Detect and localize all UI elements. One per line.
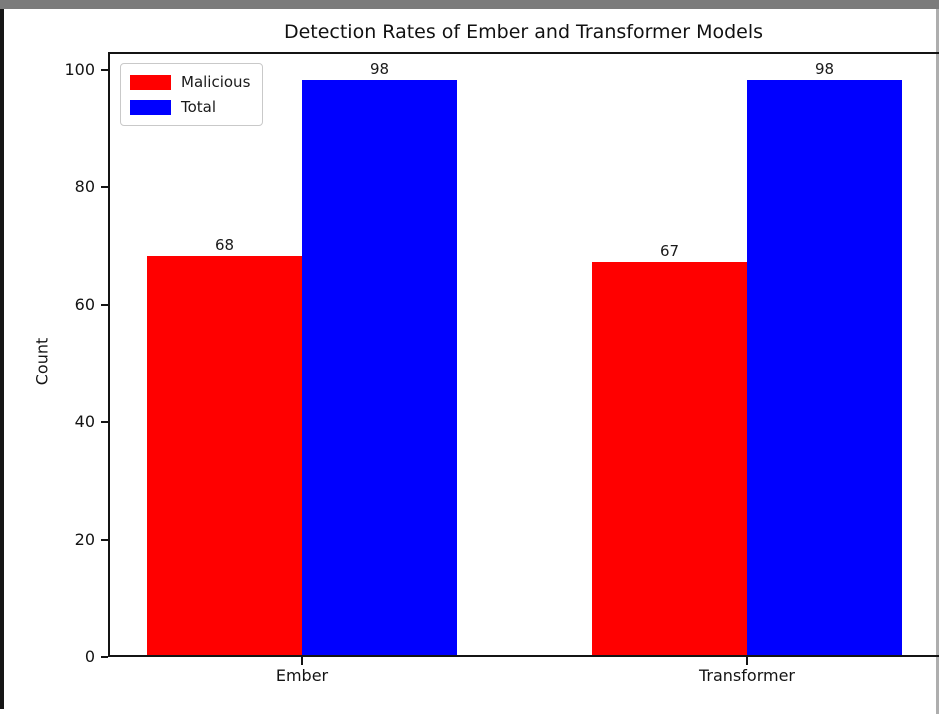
y-tick-mark-60 (101, 303, 108, 306)
y-tick-mark-20 (101, 538, 108, 541)
y-tick-label-60: 60 (74, 294, 95, 314)
bar-transformer-malicious (592, 262, 747, 655)
legend-entry-malicious: Malicious (130, 73, 250, 91)
legend-swatch-malicious (130, 74, 171, 90)
bar-value-label-ember-total: 98 (369, 60, 390, 78)
bar-value-label-ember-malicious: 68 (214, 236, 235, 254)
window-top-edge (0, 0, 939, 9)
bar-value-label-transformer-total: 98 (814, 60, 835, 78)
y-tick-mark-40 (101, 421, 108, 424)
y-tick-label-100: 100 (64, 60, 95, 79)
bar-ember-malicious (147, 256, 302, 655)
y-tick-label-20: 20 (74, 529, 95, 549)
window-left-edge (0, 9, 4, 709)
plot-area: 68 98 67 98 Malicious Total (108, 52, 939, 657)
x-tick-label-transformer: Transformer (698, 666, 795, 685)
bar-ember-total (302, 80, 457, 655)
y-axis-label: Count (32, 337, 52, 386)
x-tick-mark-ember (301, 657, 303, 665)
y-tick-label-0: 0 (84, 647, 95, 666)
y-tick-mark-0 (101, 656, 108, 658)
legend-label-malicious: Malicious (181, 73, 251, 91)
legend: Malicious Total (120, 63, 264, 126)
bar-value-label-transformer-malicious: 67 (659, 242, 680, 260)
x-tick-label-ember: Ember (275, 666, 329, 685)
y-tick-label-40: 40 (74, 412, 95, 432)
chart-title: Detection Rates of Ember and Transformer… (283, 21, 764, 43)
legend-swatch-total (130, 99, 171, 115)
window-right-edge (936, 9, 939, 714)
legend-label-total: Total (181, 98, 217, 116)
bar-transformer-total (747, 80, 902, 655)
legend-entry-total: Total (130, 98, 250, 116)
y-tick-mark-100 (101, 69, 108, 71)
y-tick-mark-80 (101, 186, 108, 189)
x-tick-mark-transformer (746, 657, 748, 665)
y-tick-label-80: 80 (74, 177, 95, 197)
